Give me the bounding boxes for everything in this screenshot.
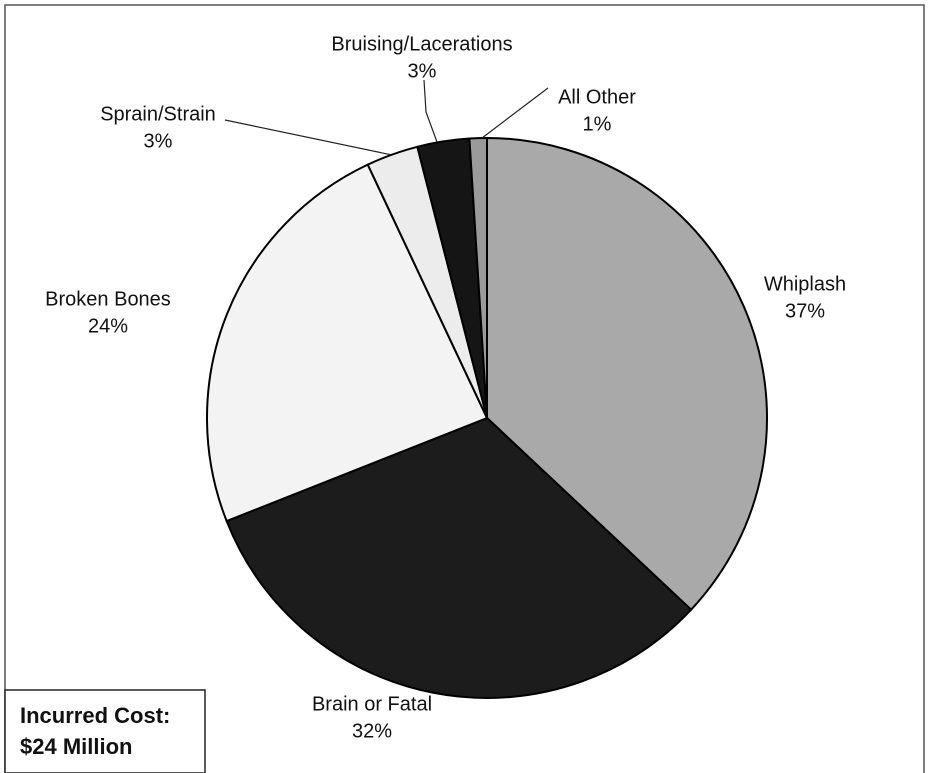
slice-value-label: 1% [583, 113, 612, 135]
annotation-line: Incurred Cost: [20, 703, 170, 728]
slice-value-label: 3% [408, 60, 437, 82]
slice-value-label: 3% [144, 130, 173, 152]
slice-label: Brain or Fatal [312, 693, 432, 715]
annotation-line: $24 Million [20, 734, 132, 759]
pie-slice [206, 163, 489, 523]
leader-line [423, 79, 438, 143]
pie-slice [225, 416, 693, 699]
slice-value-label: 24% [88, 315, 128, 337]
pie-slice [468, 136, 488, 419]
chart-frame [4, 4, 925, 773]
slice-label: Broken Bones [45, 288, 171, 310]
slice-value-label: 32% [352, 720, 392, 742]
annotation-box [4, 689, 206, 773]
leader-line [224, 119, 393, 156]
slice-label: Bruising/Lacerations [331, 33, 512, 55]
slice-label: Whiplash [764, 273, 846, 295]
slice-label: Sprain/Strain [100, 103, 216, 125]
slice-label: All Other [558, 86, 636, 108]
slice-value-label: 37% [785, 300, 825, 322]
leader-line [481, 87, 549, 139]
pie-slice [486, 136, 768, 612]
